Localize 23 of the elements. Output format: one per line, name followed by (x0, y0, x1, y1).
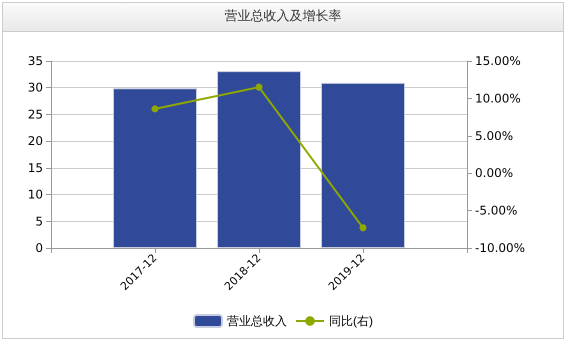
bar (321, 82, 405, 248)
y2-tick-label: 0.00% (475, 166, 514, 180)
y2-tick-label: 15.00% (475, 54, 521, 68)
point (256, 84, 262, 91)
point (152, 105, 158, 112)
y2-tick-label: -10.00% (475, 241, 526, 255)
y-tick-label: 15 (28, 160, 43, 175)
legend-label: 营业总收入 (227, 314, 288, 328)
y-tick-label: 0 (35, 241, 43, 255)
y-tick-label: 20 (28, 134, 43, 148)
legend-label: 同比(右) (329, 314, 374, 328)
bar (217, 71, 301, 248)
bar (113, 88, 197, 248)
point (360, 224, 366, 232)
chart-title: 营业总收入及增长率 (3, 3, 563, 32)
y-tick-label: 10 (28, 188, 43, 202)
y-tick-label: 25 (28, 107, 43, 122)
y2-tick-label: 10.00% (475, 91, 521, 106)
y2-tick-label: 5.00% (475, 128, 514, 143)
y-tick-label: 5 (35, 214, 43, 228)
y2-tick-label: -5.00% (475, 204, 518, 218)
y-tick-label: 35 (28, 54, 43, 68)
y-tick-label: 30 (28, 80, 43, 95)
